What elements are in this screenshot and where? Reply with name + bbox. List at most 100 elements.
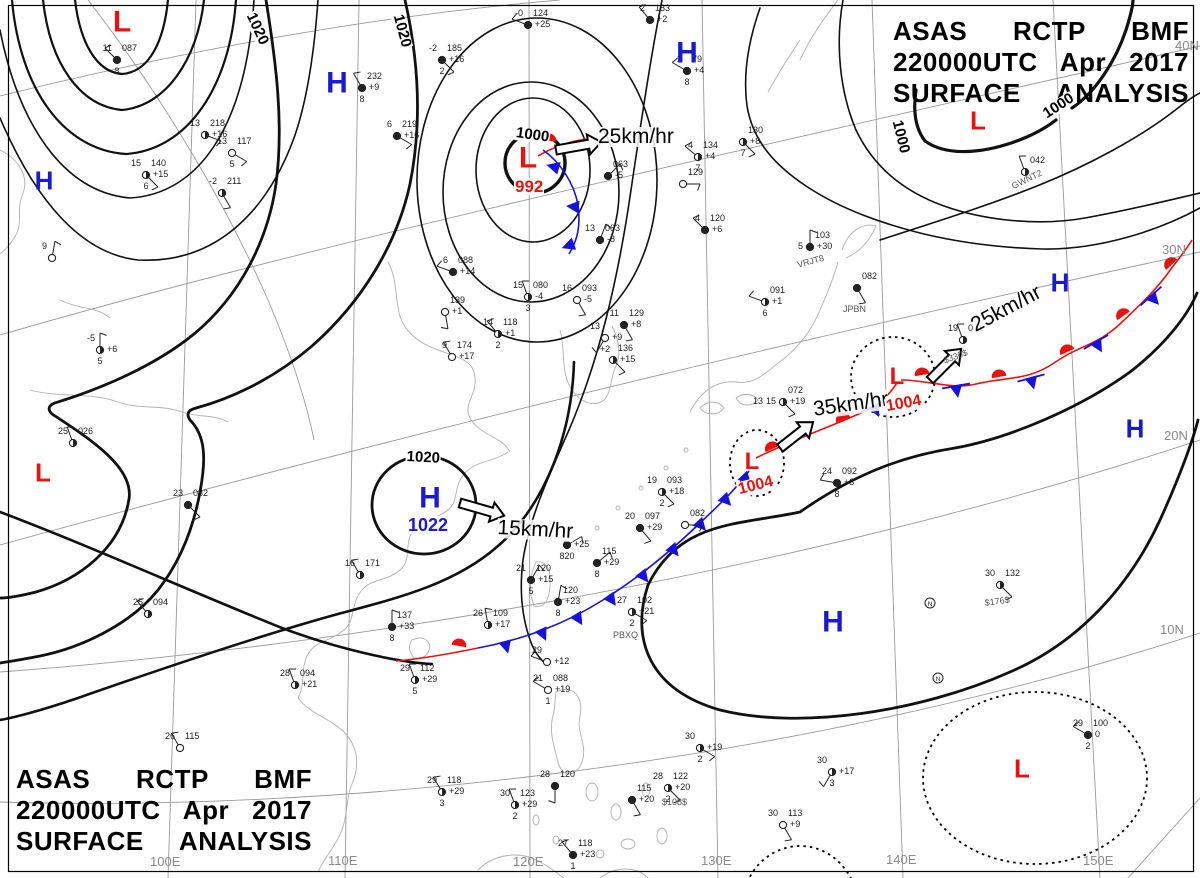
island xyxy=(656,827,668,845)
graticule-label: 30N xyxy=(1162,242,1186,257)
high-pressure-center: H xyxy=(822,605,844,639)
graticule-label: 120E xyxy=(513,854,544,869)
longitude-line xyxy=(871,0,904,878)
cold-front-triangle xyxy=(603,591,616,606)
station-callsign-label: PBXQ xyxy=(613,630,639,640)
latitude-line xyxy=(0,632,1200,804)
island xyxy=(638,485,644,491)
low-pressure-center: L xyxy=(970,105,986,136)
low-pressure-center: L xyxy=(35,457,51,488)
coastline xyxy=(551,689,585,775)
graticule-label: 130E xyxy=(701,853,732,868)
isobar xyxy=(73,0,170,76)
high-pressure-center: H xyxy=(1125,413,1145,444)
isobar xyxy=(0,0,281,600)
island xyxy=(595,849,605,859)
longitude-line xyxy=(701,0,719,878)
cold-front-triangle xyxy=(561,237,577,250)
longitude-line xyxy=(528,0,531,878)
low-pressure-center: L xyxy=(518,141,538,175)
coastline xyxy=(59,299,111,319)
warm-front-semicircle xyxy=(914,367,930,377)
cold-front-triangle xyxy=(498,639,512,654)
coastline xyxy=(409,637,431,659)
isobar xyxy=(640,418,1200,720)
island xyxy=(615,505,621,511)
graticule-label: 100E xyxy=(150,854,181,869)
warm-front-semicircle xyxy=(764,441,780,453)
coastline xyxy=(477,854,565,878)
graticule-label: 10N xyxy=(1160,622,1184,637)
isobar xyxy=(913,88,1058,154)
pressure-value-label: 1022 xyxy=(407,515,450,535)
longitude-line xyxy=(87,0,315,441)
isobar xyxy=(0,0,255,199)
isobar xyxy=(744,7,1200,250)
island xyxy=(532,814,540,826)
station-callsign-label: JPBN xyxy=(843,304,867,314)
island xyxy=(641,782,651,798)
isobar xyxy=(838,0,1200,223)
longitude-line xyxy=(344,0,360,878)
graticule-label: 110E xyxy=(328,853,358,868)
latitude-line xyxy=(0,45,1200,336)
title-line-2: 220000UTC Apr 2017 xyxy=(16,795,312,825)
longitude-line xyxy=(1127,797,1200,878)
coastline xyxy=(699,401,725,415)
station-callsign-label: $108$ xyxy=(662,797,688,807)
dashed-low-circle xyxy=(748,845,852,878)
coastline xyxy=(799,0,839,61)
map-border xyxy=(7,4,1195,873)
latitude-line xyxy=(0,0,561,97)
cold-front-triangle xyxy=(949,383,963,398)
isobar xyxy=(475,97,591,243)
isobar xyxy=(41,0,206,112)
isobar xyxy=(0,510,434,666)
coastline xyxy=(29,389,229,423)
graticule-label: 40N xyxy=(1175,38,1199,53)
latitude-line xyxy=(0,439,1200,673)
isobar xyxy=(416,17,658,343)
title-line-1: ASAS RCTP BMF xyxy=(16,764,312,794)
low-pressure-center: L xyxy=(744,447,760,475)
dashed-low-circle xyxy=(922,691,1148,865)
chart-title-bottom-left: ASAS RCTP BMF 220000UTC Apr 2017 SURFACE… xyxy=(16,764,312,857)
coastline xyxy=(530,561,551,608)
graticule-label: 140E xyxy=(886,852,917,867)
cold-front-triangle xyxy=(534,626,547,641)
coastline xyxy=(735,393,759,406)
isobar xyxy=(646,291,1199,587)
cold-front-triangle xyxy=(569,610,583,626)
coastline xyxy=(689,261,839,413)
title-line-3: SURFACE ANALYSIS xyxy=(893,78,1189,108)
isobar xyxy=(0,0,319,261)
coastline xyxy=(387,261,511,453)
graticule-label: 20N xyxy=(1164,428,1188,443)
front-speed-label: 25km/hr xyxy=(598,125,674,148)
cold-front-triangle xyxy=(717,491,732,506)
warm-front-semicircle xyxy=(1164,257,1178,270)
warm-front-line xyxy=(900,239,1193,387)
movement-arrow xyxy=(457,497,506,524)
dashed-low-circle xyxy=(729,429,785,497)
isobar xyxy=(1070,0,1135,110)
warm-front-semicircle xyxy=(1116,308,1130,321)
longitude-line xyxy=(1052,0,1101,878)
high-pressure-center: H xyxy=(676,36,698,70)
front-speed-label: 15km/hr xyxy=(496,516,574,543)
coastline xyxy=(767,39,801,93)
title-line-2: 220000UTC Apr 2017 xyxy=(893,47,1189,77)
coastline xyxy=(841,224,877,259)
island xyxy=(683,447,689,453)
isobar xyxy=(10,0,238,156)
low-pressure-center: L xyxy=(1014,753,1030,784)
isobar xyxy=(442,81,620,303)
pressure-value-label: 992 xyxy=(514,177,545,196)
movement-arrow xyxy=(775,421,815,453)
cold-front-triangle xyxy=(635,568,649,583)
low-pressure-center: L xyxy=(112,5,132,39)
coastline xyxy=(297,697,358,873)
graticule-label: 150E xyxy=(1083,853,1114,868)
title-line-3: SURFACE ANALYSIS xyxy=(16,826,312,856)
isobar-label: 1020 xyxy=(405,448,442,467)
